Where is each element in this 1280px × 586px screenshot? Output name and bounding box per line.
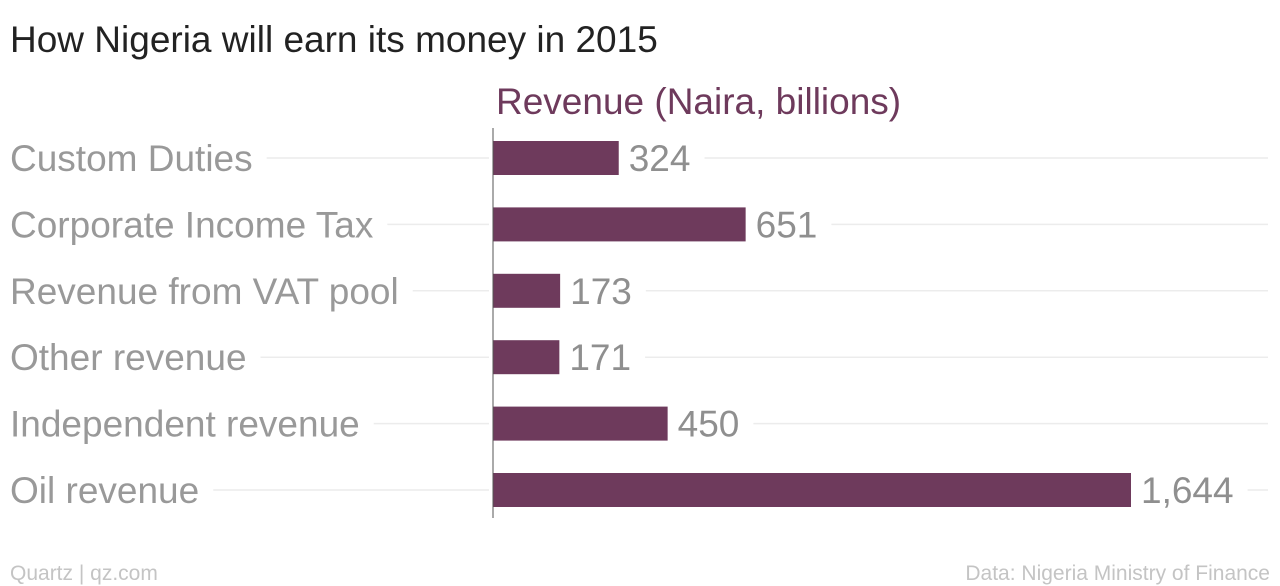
bar bbox=[493, 406, 668, 441]
bar bbox=[493, 207, 746, 242]
bar bbox=[493, 141, 619, 175]
value-label: 450 bbox=[678, 404, 740, 445]
source-credit: Quartz | qz.com bbox=[10, 562, 158, 585]
bars bbox=[493, 141, 1131, 507]
chart-title: How Nigeria will earn its money in 2015 bbox=[10, 19, 658, 60]
bar bbox=[493, 340, 560, 375]
value-label: 324 bbox=[629, 138, 691, 179]
category-label: Oil revenue bbox=[10, 470, 199, 511]
bar bbox=[493, 473, 1131, 507]
gridlines bbox=[213, 157, 1268, 491]
value-label: 171 bbox=[569, 337, 631, 378]
category-labels: Custom Duties Corporate Income Tax Revenue… bbox=[10, 138, 399, 511]
value-label: 651 bbox=[756, 204, 818, 245]
value-labels: 324 651 173 171 450 1,644 bbox=[569, 138, 1233, 511]
category-label: Other revenue bbox=[10, 337, 247, 378]
data-source: Data: Nigeria Ministry of Finance bbox=[965, 562, 1270, 585]
category-label: Custom Duties bbox=[10, 138, 253, 179]
value-label: 173 bbox=[570, 271, 632, 312]
bar bbox=[493, 273, 561, 308]
category-label: Revenue from VAT pool bbox=[10, 271, 399, 312]
category-label: Corporate Income Tax bbox=[10, 204, 374, 245]
category-label: Independent revenue bbox=[10, 404, 360, 445]
value-label: 1,644 bbox=[1141, 470, 1234, 511]
series-header: Revenue (Naira, billions) bbox=[496, 81, 901, 122]
